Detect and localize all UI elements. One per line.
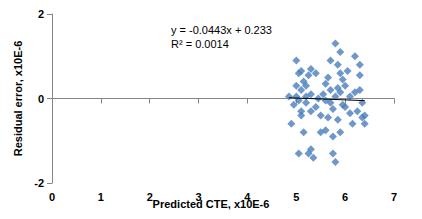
svg-text:2: 2: [38, 8, 44, 20]
svg-text:5: 5: [293, 191, 299, 203]
svg-text:-2: -2: [34, 177, 44, 189]
svg-text:2: 2: [147, 191, 153, 203]
svg-text:4: 4: [244, 191, 251, 203]
svg-text:1: 1: [98, 191, 104, 203]
svg-text:0: 0: [49, 191, 55, 203]
svg-text:Residual error, x10E-6: Residual error, x10E-6: [12, 41, 24, 157]
svg-text:6: 6: [342, 191, 348, 203]
svg-text:Predicted CTE, x10E-6: Predicted CTE, x10E-6: [153, 198, 270, 210]
svg-text:0: 0: [38, 93, 44, 105]
svg-text:y = -0.0443x + 0.233: y = -0.0443x + 0.233: [171, 24, 272, 36]
svg-text:7: 7: [391, 191, 397, 203]
svg-text:3: 3: [196, 191, 202, 203]
svg-text:R² = 0.0014: R² = 0.0014: [171, 38, 229, 50]
